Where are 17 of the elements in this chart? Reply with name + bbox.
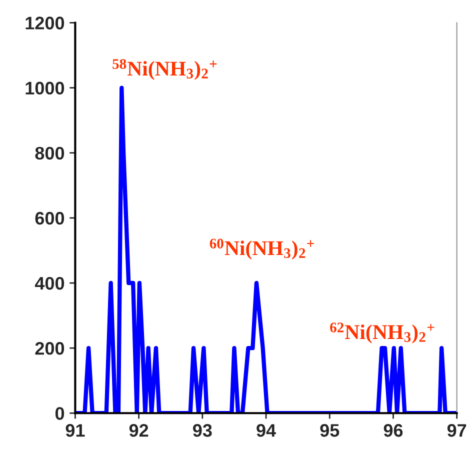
- x-tick-label: 92: [129, 424, 148, 437]
- y-tick-label: 1200: [26, 16, 64, 30]
- y-tick-label: 400: [34, 276, 64, 290]
- x-tick-label: 97: [447, 424, 466, 437]
- x-tick-label: 93: [193, 424, 212, 437]
- x-tick-label: 96: [384, 424, 403, 437]
- y-tick-label: 200: [35, 342, 64, 355]
- x-tick-label: 95: [320, 424, 340, 437]
- annotation: $^{62}$Ni(NH$_{3}$)$_{2}$$^{+}$: [330, 322, 434, 344]
- y-tick-label: 1000: [26, 82, 64, 95]
- x-tick-label: 94: [256, 424, 276, 437]
- annotation: $^{58}$Ni(NH$_{3}$)$_{2}$$^{+}$: [112, 59, 217, 80]
- x-tick-label: 91: [66, 424, 85, 437]
- y-tick-label: 800: [35, 146, 64, 160]
- y-tick-label: 600: [35, 212, 64, 225]
- y-tick-label: 0: [55, 407, 64, 420]
- annotation: $^{60}$Ni(NH$_{3}$)$_{2}$$^{+}$: [210, 238, 314, 260]
